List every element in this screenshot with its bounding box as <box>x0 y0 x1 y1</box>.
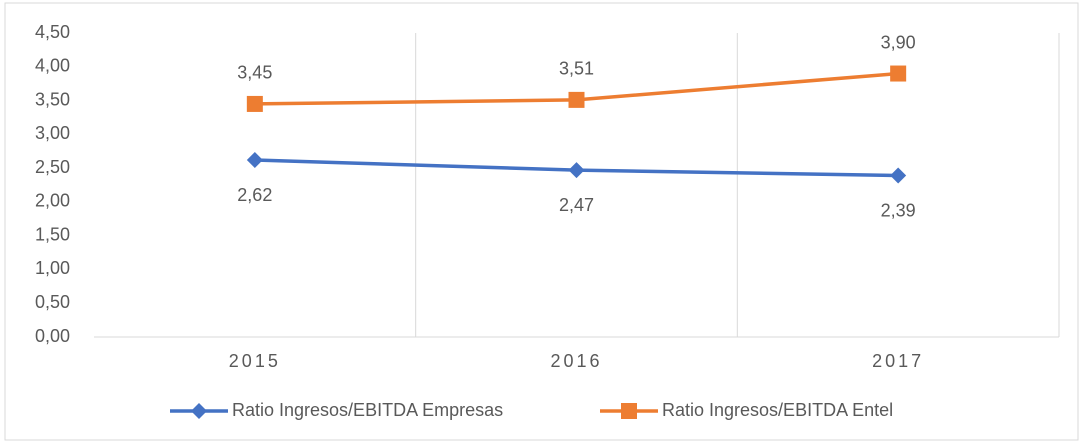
data-label: 3,45 <box>237 63 272 83</box>
chart-frame <box>4 2 1079 441</box>
data-point <box>890 167 907 184</box>
legend-label: Ratio Ingresos/EBITDA Empresas <box>232 400 503 420</box>
data-label: 2,39 <box>881 200 916 220</box>
data-point <box>246 152 263 169</box>
y-tick-label: 0,00 <box>35 326 70 346</box>
y-tick-label: 3,50 <box>35 89 70 109</box>
x-tick-label: 2016 <box>550 351 602 371</box>
y-tick-label: 0,50 <box>35 292 70 312</box>
x-tick-label: 2015 <box>229 351 281 371</box>
legend-label: Ratio Ingresos/EBITDA Entel <box>662 400 893 420</box>
y-tick-label: 3,00 <box>35 123 70 143</box>
data-label: 3,90 <box>881 32 916 52</box>
legend-marker <box>621 403 637 419</box>
y-tick-label: 1,50 <box>35 224 70 244</box>
data-point <box>568 91 585 108</box>
x-tick-label: 2017 <box>872 351 924 371</box>
data-label: 2,47 <box>559 195 594 215</box>
y-tick-label: 2,50 <box>35 157 70 177</box>
y-tick-label: 1,00 <box>35 258 70 278</box>
data-point <box>568 162 585 179</box>
data-point <box>890 65 907 82</box>
data-point <box>246 95 263 112</box>
legend-marker <box>191 403 207 419</box>
data-label: 3,51 <box>559 59 594 79</box>
y-tick-label: 4,00 <box>35 56 70 76</box>
y-tick-label: 4,50 <box>35 22 70 42</box>
y-tick-label: 2,00 <box>35 191 70 211</box>
data-label: 2,62 <box>237 185 272 205</box>
